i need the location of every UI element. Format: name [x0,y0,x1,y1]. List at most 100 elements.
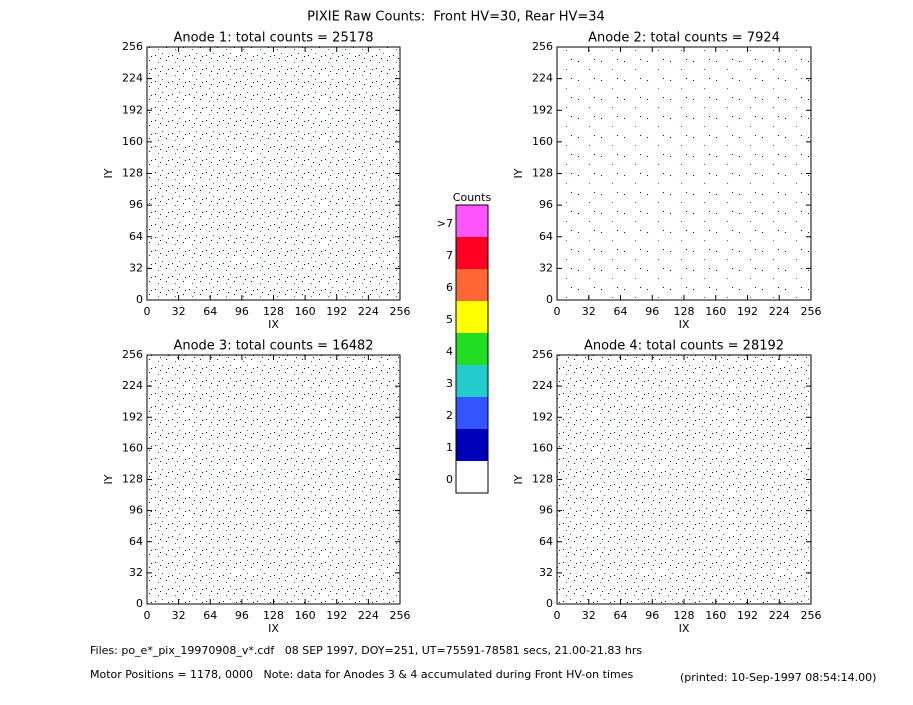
x-tick-label: 0 [144,609,151,622]
y-tick-label: 128 [122,167,143,180]
colorbar-label: 6 [446,281,453,294]
colorbar-swatch [456,301,488,333]
x-tick-label: 64 [203,609,217,622]
x-axis-label: IX [679,318,690,331]
x-tick-label: 192 [326,305,347,318]
x-tick-label: 256 [801,609,822,622]
y-tick-label: 96 [539,198,553,211]
x-tick-label: 224 [358,609,379,622]
x-tick-label: 96 [235,609,249,622]
y-tick-label: 224 [122,379,143,392]
y-tick-label: 96 [129,198,143,211]
y-tick-label: 256 [122,40,143,53]
footer-files: Files: po_e*_pix_19970908_v*.cdf 08 SEP … [90,644,642,657]
count-map [147,355,400,604]
y-tick-label: 160 [532,441,553,454]
colorbar-swatch [456,461,488,493]
colorbar-label: 7 [446,249,453,262]
x-tick-label: 192 [737,609,758,622]
panel-title: Anode 1: total counts = 25178 [173,31,373,46]
colorbar-label: 1 [446,441,453,454]
colorbar-swatch [456,237,488,269]
count-map [147,47,400,300]
x-tick-label: 96 [645,305,659,318]
y-tick-label: 160 [532,135,553,148]
y-axis-label: IY [102,474,115,484]
y-tick-label: 224 [532,379,553,392]
y-axis-label: IY [102,168,115,178]
x-tick-label: 32 [172,609,186,622]
y-tick-label: 32 [129,566,143,579]
colorbar-swatch [456,365,488,397]
y-tick-label: 64 [539,230,553,243]
x-tick-label: 160 [295,305,316,318]
x-tick-label: 96 [645,609,659,622]
panel-title: Anode 2: total counts = 7924 [588,31,780,46]
x-tick-label: 96 [235,305,249,318]
colorbar-swatch [456,333,488,365]
y-tick-label: 0 [136,293,143,306]
colorbar-label: 0 [446,473,453,486]
colorbar-label: >7 [437,217,453,230]
y-tick-label: 128 [532,167,553,180]
y-tick-label: 192 [122,103,143,116]
x-tick-label: 224 [358,305,379,318]
page-title: PIXIE Raw Counts: Front HV=30, Rear HV=3… [307,10,605,25]
x-tick-label: 0 [554,609,561,622]
x-axis-label: IX [268,622,279,635]
colorbar-label: 4 [446,345,453,358]
colorbar-swatch [456,205,488,237]
colorbar-swatch [456,429,488,461]
x-tick-label: 128 [263,305,284,318]
y-tick-label: 256 [532,348,553,361]
x-tick-label: 160 [705,609,726,622]
y-tick-label: 0 [136,597,143,610]
x-tick-label: 160 [705,305,726,318]
colorbar-swatch [456,269,488,301]
x-tick-label: 32 [172,305,186,318]
y-tick-label: 64 [129,535,143,548]
y-tick-label: 160 [122,441,143,454]
footer-note: Motor Positions = 1178, 0000 Note: data … [90,668,633,681]
x-tick-label: 64 [203,305,217,318]
y-tick-label: 0 [546,293,553,306]
colorbar-frame [455,204,489,494]
footer-printed: (printed: 10-Sep-1997 08:54:14.00) [680,671,876,684]
y-tick-label: 32 [129,261,143,274]
x-tick-label: 128 [674,609,695,622]
y-tick-label: 32 [539,261,553,274]
y-tick-label: 192 [122,410,143,423]
x-axis-label: IX [679,622,690,635]
y-tick-label: 192 [532,103,553,116]
x-axis-label: IX [268,318,279,331]
x-tick-label: 160 [295,609,316,622]
y-axis-label: IY [512,168,525,178]
y-tick-label: 96 [539,504,553,517]
x-tick-label: 256 [801,305,822,318]
count-map [557,355,811,604]
panel-title: Anode 4: total counts = 28192 [584,339,784,354]
x-tick-label: 192 [737,305,758,318]
y-tick-label: 96 [129,504,143,517]
y-tick-label: 224 [532,72,553,85]
x-tick-label: 256 [390,609,411,622]
y-tick-label: 64 [539,535,553,548]
colorbar-label: 5 [446,313,453,326]
y-tick-label: 224 [122,72,143,85]
x-tick-label: 128 [263,609,284,622]
y-axis-label: IY [512,474,525,484]
colorbar-label: 3 [446,377,453,390]
x-tick-label: 0 [554,305,561,318]
x-tick-label: 224 [769,609,790,622]
y-tick-label: 160 [122,135,143,148]
panel-title: Anode 3: total counts = 16482 [173,339,373,354]
x-tick-label: 64 [614,609,628,622]
x-tick-label: 192 [326,609,347,622]
y-tick-label: 0 [546,597,553,610]
y-tick-label: 256 [532,40,553,53]
colorbar-title: Counts [453,191,492,204]
x-tick-label: 0 [144,305,151,318]
y-tick-label: 128 [532,473,553,486]
y-tick-label: 32 [539,566,553,579]
